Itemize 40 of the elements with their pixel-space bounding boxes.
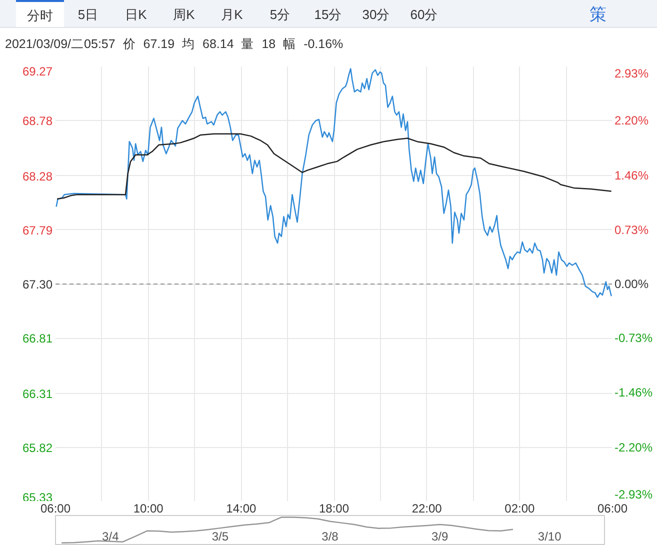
x-tick-label: 10:00 bbox=[133, 502, 164, 516]
y-tick-label: 66.81 bbox=[22, 332, 53, 346]
text: 周K bbox=[173, 7, 195, 22]
chart-title: 2021/03/09/二05:57 价 67.19 均 68.14 量 18 幅 -0.16% bbox=[5, 37, 344, 51]
x-tick-label: 3/4 bbox=[102, 530, 120, 544]
x-tick-label: 3/8 bbox=[322, 530, 339, 544]
y2-tick-label: -2.93% bbox=[614, 488, 653, 502]
y-tick-label: 67.30 bbox=[22, 278, 53, 292]
x-tick-label: 18:00 bbox=[318, 502, 350, 516]
text: 5分 bbox=[270, 7, 290, 22]
text: 分时 bbox=[27, 8, 53, 23]
x-tick-label: 3/10 bbox=[538, 530, 562, 544]
y-tick-label: 66.31 bbox=[22, 386, 53, 401]
text: 60分 bbox=[410, 7, 438, 22]
text: 策 bbox=[590, 5, 606, 24]
x-tick-label: 3/5 bbox=[212, 530, 229, 544]
text: 日K bbox=[125, 7, 147, 22]
x-tick-label: 14:00 bbox=[226, 502, 257, 516]
x-tick-label: 22:00 bbox=[412, 502, 442, 516]
y2-tick-label: -2.20% bbox=[614, 440, 653, 454]
y2-tick-label: 1.46% bbox=[614, 168, 649, 183]
text: 30分 bbox=[362, 7, 390, 22]
x-tick-label: 06:00 bbox=[40, 502, 71, 516]
y2-tick-label: -1.46% bbox=[614, 385, 653, 400]
y-tick-label: 65.82 bbox=[22, 440, 53, 455]
x-tick-label: 3/9 bbox=[431, 530, 448, 544]
y-tick-label: 69.27 bbox=[22, 64, 53, 78]
text: 15分 bbox=[314, 7, 342, 22]
x-tick-label: 02:00 bbox=[504, 502, 536, 516]
text: 5日 bbox=[78, 7, 98, 22]
y-tick-label: 68.28 bbox=[22, 169, 53, 184]
y2-tick-label: 2.93% bbox=[614, 66, 649, 80]
x-tick-label: 06:00 bbox=[597, 502, 628, 516]
y2-tick-label: 0.00% bbox=[614, 277, 649, 291]
y-tick-label: 67.79 bbox=[22, 223, 53, 238]
y2-tick-label: 0.73% bbox=[614, 222, 649, 237]
y-tick-label: 68.78 bbox=[22, 114, 53, 128]
y2-tick-label: -0.73% bbox=[614, 331, 653, 346]
text: 月K bbox=[221, 7, 243, 22]
y2-tick-label: 2.20% bbox=[614, 114, 649, 128]
